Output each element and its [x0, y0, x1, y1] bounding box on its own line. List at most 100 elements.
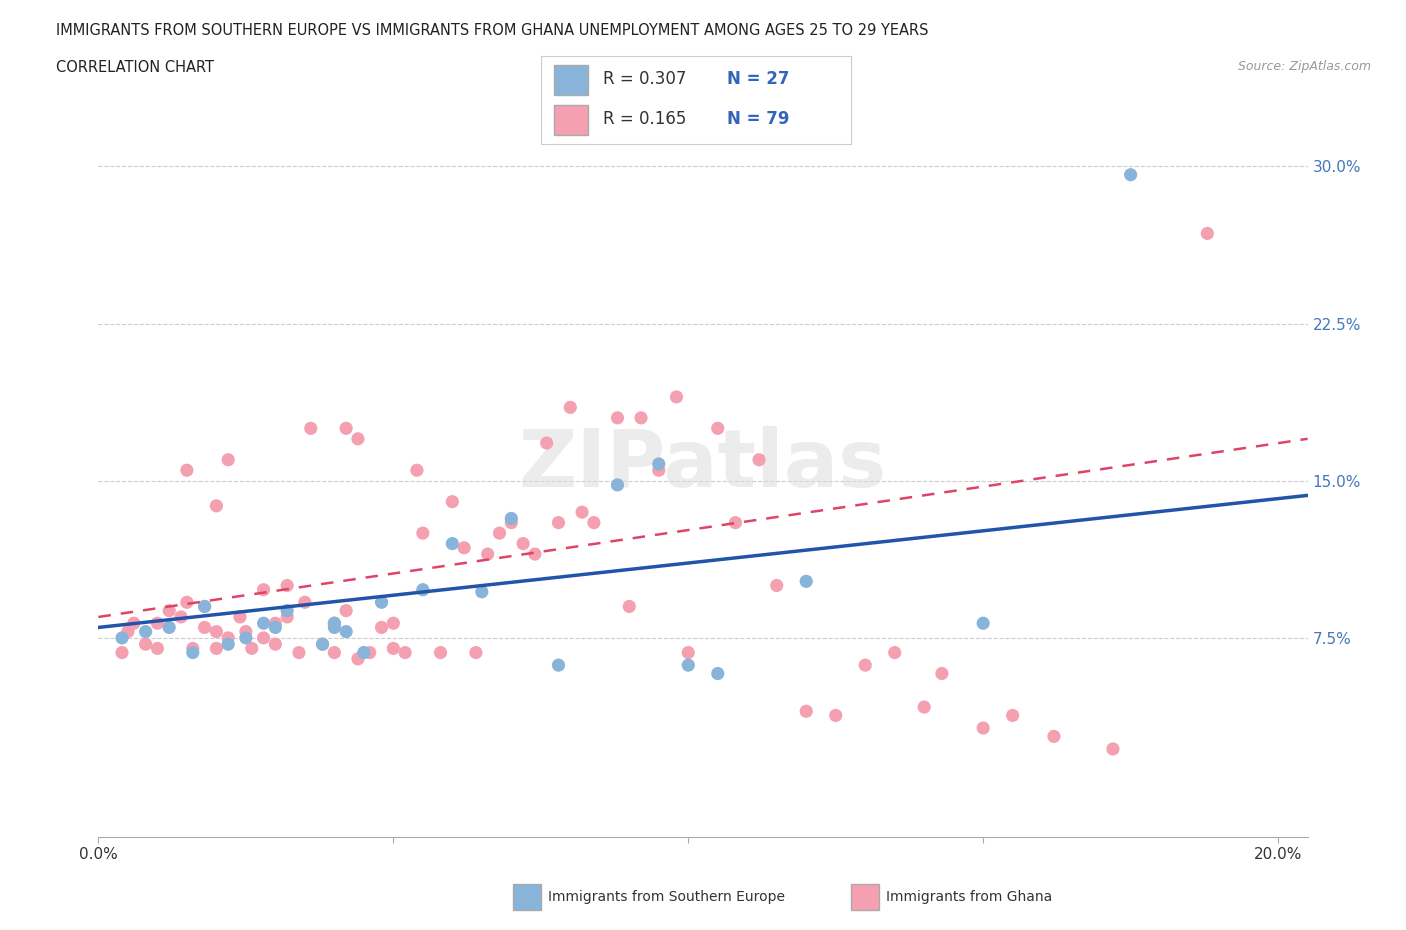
Point: [582, 515, 605, 530]
Point: [252, 582, 274, 597]
Point: [299, 421, 322, 436]
Point: [382, 641, 405, 656]
Point: [606, 477, 628, 492]
Point: [706, 421, 728, 436]
Point: [276, 609, 298, 624]
Point: [441, 537, 464, 551]
Point: [406, 463, 429, 478]
Point: [477, 547, 499, 562]
Text: Immigrants from Southern Europe: Immigrants from Southern Europe: [548, 889, 786, 904]
Point: [323, 620, 346, 635]
Point: [117, 624, 139, 639]
Point: [536, 435, 558, 450]
Point: [1001, 708, 1024, 723]
Point: [264, 620, 287, 635]
Text: R = 0.165: R = 0.165: [603, 111, 686, 128]
Point: [353, 645, 375, 660]
Point: [571, 505, 593, 520]
Point: [194, 599, 217, 614]
Point: [724, 515, 747, 530]
Point: [217, 452, 239, 467]
Point: [464, 645, 486, 660]
Bar: [554, 105, 588, 136]
Point: [748, 452, 770, 467]
Point: [412, 525, 434, 540]
Point: [606, 410, 628, 425]
Point: [794, 704, 817, 719]
Point: [488, 525, 510, 540]
Point: [370, 595, 392, 610]
Text: N = 79: N = 79: [727, 111, 789, 128]
Point: [294, 595, 316, 610]
Point: [235, 631, 257, 645]
Point: [176, 463, 198, 478]
Point: [1102, 741, 1125, 756]
Text: IMMIGRANTS FROM SOUTHERN EUROPE VS IMMIGRANTS FROM GHANA UNEMPLOYMENT AMONG AGES: IMMIGRANTS FROM SOUTHERN EUROPE VS IMMIG…: [56, 23, 929, 38]
Point: [501, 515, 523, 530]
Text: ZIPatlas: ZIPatlas: [519, 426, 887, 504]
Point: [170, 609, 193, 624]
Point: [678, 645, 700, 660]
Point: [619, 599, 641, 614]
Point: [547, 658, 569, 672]
Point: [205, 498, 228, 513]
Point: [323, 645, 346, 660]
Point: [194, 620, 217, 635]
Bar: [554, 65, 588, 95]
Point: [264, 637, 287, 652]
Point: [412, 582, 434, 597]
Point: [146, 641, 169, 656]
Point: [648, 463, 671, 478]
Point: [229, 609, 252, 624]
Point: [972, 721, 994, 736]
Point: [205, 624, 228, 639]
Point: [157, 620, 180, 635]
Point: [912, 699, 935, 714]
Point: [648, 457, 671, 472]
Point: [853, 658, 876, 672]
Point: [323, 616, 346, 631]
Point: [501, 511, 523, 525]
Text: R = 0.307: R = 0.307: [603, 70, 686, 87]
Point: [453, 540, 475, 555]
Point: [824, 708, 846, 723]
Point: [347, 432, 370, 446]
Point: [276, 604, 298, 618]
Point: [122, 616, 145, 631]
Point: [665, 390, 688, 405]
Point: [135, 637, 157, 652]
Point: [181, 645, 204, 660]
Point: [1119, 167, 1142, 182]
Text: Source: ZipAtlas.com: Source: ZipAtlas.com: [1237, 60, 1371, 73]
Point: [335, 604, 357, 618]
Point: [765, 578, 787, 593]
Point: [370, 620, 392, 635]
Point: [794, 574, 817, 589]
Point: [1197, 226, 1219, 241]
Point: [429, 645, 451, 660]
Point: [931, 666, 953, 681]
Point: [560, 400, 582, 415]
Point: [252, 616, 274, 631]
Point: [111, 631, 134, 645]
Point: [276, 578, 298, 593]
Text: N = 27: N = 27: [727, 70, 789, 87]
Point: [252, 631, 274, 645]
Point: [335, 421, 357, 436]
Point: [217, 637, 239, 652]
Point: [547, 515, 569, 530]
Point: [630, 410, 652, 425]
Point: [972, 616, 994, 631]
Point: [883, 645, 905, 660]
Point: [311, 637, 333, 652]
Point: [359, 645, 381, 660]
Point: [335, 624, 357, 639]
Point: [181, 641, 204, 656]
Text: CORRELATION CHART: CORRELATION CHART: [56, 60, 214, 75]
Point: [441, 494, 464, 509]
Point: [323, 616, 346, 631]
Point: [311, 637, 333, 652]
Point: [678, 658, 700, 672]
Point: [135, 624, 157, 639]
Point: [471, 584, 494, 599]
